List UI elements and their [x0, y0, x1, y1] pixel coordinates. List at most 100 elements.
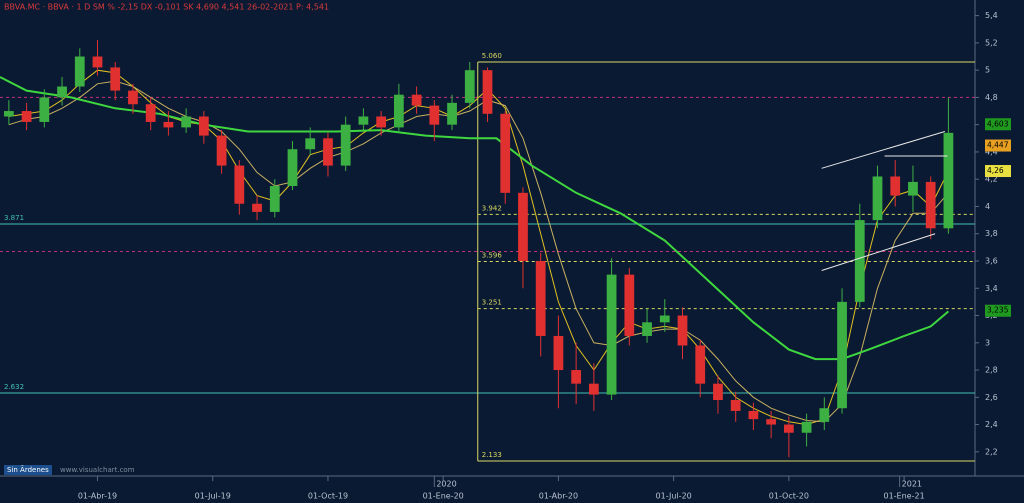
candle-body — [908, 181, 918, 196]
x-tick-label: 01-Abr-20 — [539, 492, 578, 501]
y-tick-label: 4,8 — [985, 93, 998, 102]
candle-body — [677, 315, 688, 346]
candle-body — [659, 315, 670, 323]
candle-body — [748, 410, 759, 420]
year-label: 2020 — [436, 480, 456, 489]
candle-body — [198, 116, 209, 136]
level-label: 2.632 — [4, 383, 24, 391]
candle-body — [358, 116, 369, 125]
candle-body — [801, 421, 812, 433]
candle-body — [376, 116, 387, 128]
candle-body — [943, 132, 954, 229]
candle-body — [429, 105, 440, 125]
moving-average — [8, 80, 949, 423]
header: BBVA.MC · BBVA · 1 D SM % -2,15 DX -0,10… — [4, 3, 329, 12]
price-tag-label: 4,26 — [987, 166, 1004, 175]
x-tick-label: 01-Ene-21 — [883, 492, 924, 501]
y-tick-label: 3,6 — [985, 256, 998, 265]
candle-body — [518, 192, 528, 261]
candle-body — [890, 176, 901, 196]
candle-body — [216, 135, 227, 166]
level-label: 5.060 — [482, 52, 502, 60]
candle-body — [110, 67, 121, 91]
y-tick-label: 2,6 — [985, 393, 998, 402]
candle-body — [730, 400, 741, 411]
price-tag-label: 4,603 — [987, 119, 1009, 128]
candle-body — [411, 94, 422, 106]
candle-body — [482, 70, 493, 114]
y-tick-label: 5,2 — [985, 38, 998, 47]
candle-body — [500, 113, 511, 193]
candle-body — [713, 383, 723, 401]
y-tick-label: 3,8 — [985, 229, 998, 238]
candle-body — [535, 260, 546, 336]
candle-body — [766, 419, 777, 425]
x-tick-label: 01-Jul-20 — [656, 492, 692, 501]
x-tick-label: 01-Abr-19 — [78, 492, 117, 501]
orders-badge[interactable] — [4, 465, 52, 475]
candle-body — [305, 138, 316, 150]
price-tag-label: 4,447 — [987, 141, 1009, 150]
candle-body — [695, 345, 706, 384]
y-tick-label: 3 — [985, 338, 990, 347]
y-tick-label: 4 — [985, 202, 990, 211]
candle-body — [3, 111, 14, 117]
candle-body — [269, 186, 280, 212]
y-tick-label: 2,2 — [985, 447, 998, 456]
price-tag — [985, 139, 1011, 152]
candle-body — [783, 424, 794, 433]
candle-body — [837, 301, 847, 409]
candle-body — [234, 165, 245, 204]
candle-body — [447, 102, 457, 125]
candle-body — [340, 124, 351, 166]
candle-body — [606, 274, 617, 395]
y-tick-label: 2,8 — [985, 366, 998, 375]
year-label: 2021 — [902, 480, 922, 489]
candle-body — [252, 203, 262, 212]
candle-body — [323, 138, 333, 166]
candle-body — [393, 94, 404, 128]
y-tick-label: 5 — [985, 66, 990, 75]
candle-body — [21, 111, 32, 122]
candle-body — [819, 408, 830, 422]
y-tick-label: 4,2 — [985, 175, 998, 184]
y-tick-label: 3,4 — [985, 284, 998, 293]
y-tick-label: 2,4 — [985, 420, 998, 429]
candle-body — [74, 56, 85, 87]
candle-body — [624, 274, 635, 336]
candle-body — [92, 56, 103, 68]
x-tick-label: 01-Oct-20 — [769, 492, 809, 501]
orders-label[interactable]: Sin Ãrdenes — [7, 465, 49, 474]
candle-body — [588, 383, 599, 395]
level-label: 3.942 — [482, 204, 502, 212]
candle-body — [854, 220, 865, 302]
level-label: 3.596 — [482, 252, 503, 260]
price-tag-label: 3,235 — [987, 306, 1009, 315]
x-tick-label: 01-Oct-19 — [308, 492, 348, 501]
candle-body — [872, 176, 883, 221]
price-tag — [985, 165, 1011, 178]
y-tick-label: 5,4 — [985, 11, 998, 20]
candle-body — [553, 335, 564, 371]
candle-body — [571, 370, 582, 384]
level-label: 3.871 — [4, 214, 24, 222]
x-tick-label: 01-Ene-20 — [423, 492, 464, 501]
candle-body — [39, 97, 50, 122]
channel-line — [821, 233, 936, 272]
candle-body — [287, 149, 298, 187]
level-label: 3.251 — [482, 299, 502, 307]
candle-body — [925, 181, 936, 229]
candle-body — [145, 104, 156, 122]
price-tag — [985, 304, 1011, 317]
candle-body — [464, 70, 475, 103]
candle-body — [181, 116, 192, 128]
level-label: 2.133 — [482, 451, 502, 459]
candle-body — [57, 86, 67, 98]
watermark: www.visualchart.com — [60, 466, 135, 474]
y-tick-label: 4,4 — [985, 147, 998, 156]
candle-body — [128, 90, 138, 105]
candle-body — [642, 322, 652, 336]
channel-line — [821, 131, 946, 169]
